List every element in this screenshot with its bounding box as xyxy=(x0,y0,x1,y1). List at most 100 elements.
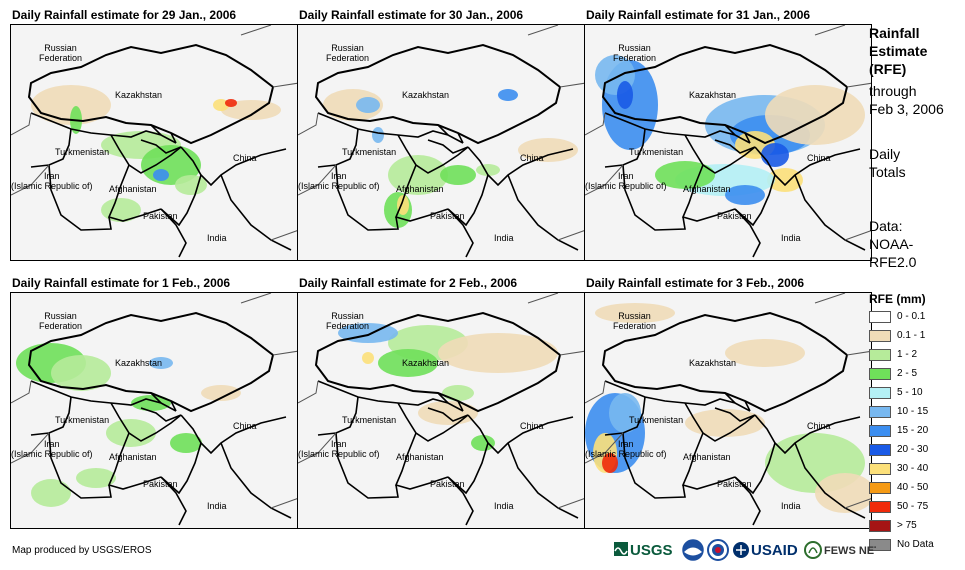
country-label-kazakhstan: Kazakhstan xyxy=(115,358,163,368)
country-label-pakistan: Pakistan xyxy=(717,479,752,489)
legend-label: No Data xyxy=(897,539,934,550)
country-label-afghanistan: Afghanistan xyxy=(396,452,444,462)
country-label-russia: Russian Federation xyxy=(326,43,370,63)
through-date: through Feb 3, 2006 xyxy=(869,83,944,117)
legend-label: 10 - 15 xyxy=(897,406,929,417)
country-label-afghanistan: Afghanistan xyxy=(396,184,444,194)
legend-item: 20 - 30 xyxy=(869,443,964,458)
country-boundary xyxy=(734,174,776,227)
country-boundary xyxy=(30,128,72,168)
country-label-china: China xyxy=(233,421,257,431)
country-label-russia: Russian Federation xyxy=(613,311,657,331)
legend-swatch xyxy=(869,368,891,380)
country-boundary xyxy=(604,128,646,168)
country-boundary xyxy=(30,396,72,436)
logo-strip: USGS USAID FEWS NET xyxy=(612,537,881,563)
rainfall-area xyxy=(388,155,448,195)
rainfall-area xyxy=(655,161,715,189)
rainfall-area xyxy=(356,97,380,113)
map-credit: Map produced by USGS/EROS xyxy=(12,545,152,556)
country-label-india: India xyxy=(207,501,227,511)
country-boundary xyxy=(734,476,761,526)
svg-text:USGS: USGS xyxy=(630,542,673,559)
neighbor-boundary xyxy=(557,230,584,241)
map-canvas xyxy=(585,25,871,260)
legend-swatch xyxy=(869,425,891,437)
neighbor-boundary xyxy=(814,293,846,304)
country-label-afghanistan: Afghanistan xyxy=(683,184,731,194)
rainfall-area xyxy=(378,349,438,377)
rainfall-area xyxy=(131,395,171,411)
panel-title-31-jan: Daily Rainfall estimate for 31 Jan., 200… xyxy=(586,8,811,22)
rainfall-area xyxy=(440,165,476,185)
country-boundary xyxy=(48,164,112,231)
legend-swatch xyxy=(869,539,891,551)
country-boundary xyxy=(317,396,359,436)
country-boundary xyxy=(110,134,182,174)
country-label-india: India xyxy=(494,233,514,243)
country-label-kazakhstan: Kazakhstan xyxy=(689,90,737,100)
rainfall-area xyxy=(225,99,237,107)
country-boundary xyxy=(467,414,574,455)
neighbor-boundary xyxy=(527,293,559,304)
country-boundary xyxy=(622,164,686,231)
neighbor-boundary xyxy=(844,498,871,509)
country-label-pakistan: Pakistan xyxy=(143,211,178,221)
rainfall-area xyxy=(76,468,116,488)
country-boundary xyxy=(734,208,761,258)
country-label-iran: Iran (Islamic Republic of) xyxy=(11,439,93,459)
country-label-china: China xyxy=(520,421,544,431)
map-canvas xyxy=(11,293,297,528)
legend-label: 30 - 40 xyxy=(897,463,929,474)
neighbor-boundary xyxy=(557,498,584,509)
rainfall-area xyxy=(101,198,141,222)
region-boundary xyxy=(314,311,562,413)
country-boundary xyxy=(684,402,756,442)
neighbor-boundary xyxy=(240,293,272,304)
region-boundary xyxy=(27,311,275,413)
country-boundary xyxy=(160,174,202,227)
rainfall-area xyxy=(397,195,409,215)
map-canvas xyxy=(298,293,584,528)
panel-title-3-feb: Daily Rainfall estimate for 3 Feb., 2006 xyxy=(586,276,805,290)
rainfall-area xyxy=(418,401,478,425)
neighbor-boundary xyxy=(272,82,297,88)
country-label-china: China xyxy=(807,153,831,163)
rainfall-area xyxy=(471,435,495,451)
rainfall-area xyxy=(602,453,618,473)
rainfall-area xyxy=(106,419,156,447)
neighbor-boundary xyxy=(585,432,624,464)
neighbor-boundary xyxy=(298,380,319,404)
legend-item: 40 - 50 xyxy=(869,481,964,496)
neighbor-boundary xyxy=(298,164,337,196)
neighbor-boundary xyxy=(11,380,32,404)
rainfall-area xyxy=(767,168,803,192)
legend-label: 0.1 - 1 xyxy=(897,330,926,341)
country-boundary xyxy=(447,442,489,495)
legend-swatch xyxy=(869,482,891,494)
neighbor-boundary xyxy=(814,25,846,36)
country-boundary xyxy=(714,124,756,154)
neighbor-boundary xyxy=(270,230,297,241)
country-boundary xyxy=(427,392,469,422)
country-boundary xyxy=(110,402,182,442)
neighbor-boundary xyxy=(298,112,319,136)
rainfall-area xyxy=(51,355,111,391)
rainfall-area xyxy=(438,333,558,373)
map-canvas xyxy=(298,25,584,260)
rainfall-area xyxy=(175,175,207,195)
legend-item: > 75 xyxy=(869,519,964,534)
map-panel-3-feb: Russian Federation Kazakhstan Turkmenistan I… xyxy=(584,292,872,529)
rfe-title: Rainfall Estimate (RFE) xyxy=(869,25,928,77)
legend-label: 15 - 20 xyxy=(897,425,929,436)
map-panel-30-jan: Russian Federation Kazakhstan Turkmenistan I… xyxy=(297,24,585,261)
neighbor-boundary xyxy=(585,112,606,136)
country-label-kazakhstan: Kazakhstan xyxy=(115,90,163,100)
country-label-india: India xyxy=(494,501,514,511)
neighbor-boundary xyxy=(846,82,871,88)
rainfall-area xyxy=(725,185,765,205)
country-label-russia: Russian Federation xyxy=(326,311,370,331)
legend-item: 50 - 75 xyxy=(869,500,964,515)
country-label-afghanistan: Afghanistan xyxy=(109,452,157,462)
country-boundary xyxy=(794,174,866,251)
